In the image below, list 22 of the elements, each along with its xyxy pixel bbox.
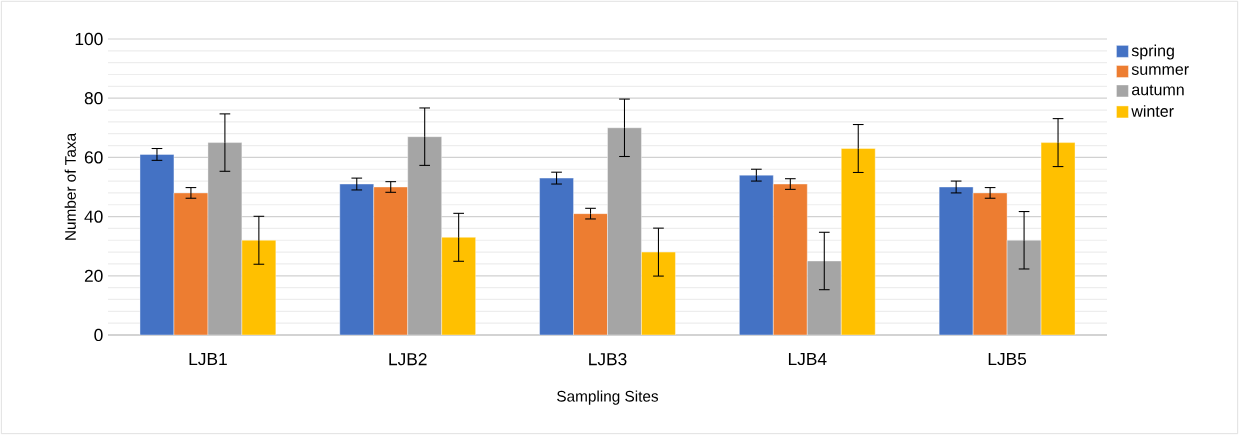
y-tick-label: 100 [75,32,103,46]
x-tick-label: LJB1 [189,353,227,366]
legend-label: winter [1131,105,1174,117]
x-tick-label: LJB4 [788,353,827,366]
y-tick-label: 60 [84,151,103,164]
bar [807,260,842,335]
y-axis-title: Number of Taxa [64,132,76,240]
legend-label: autumn [1131,84,1184,96]
bar [1006,240,1042,335]
x-axis-title: Sampling Sites [557,390,659,405]
legend-label: spring [1131,44,1174,60]
x-tick-label: LJB2 [389,353,427,366]
x-tick-label: LJB3 [589,353,627,366]
y-tick-label: 40 [84,210,103,223]
bar [607,127,642,335]
y-tick-label: 80 [84,92,103,105]
x-tick-label: LJB5 [988,353,1027,366]
y-tick-label: 0 [94,328,103,342]
bar [207,142,243,335]
y-tick-label: 20 [84,269,103,282]
legend-label: summer [1131,66,1189,75]
bar [407,136,442,335]
